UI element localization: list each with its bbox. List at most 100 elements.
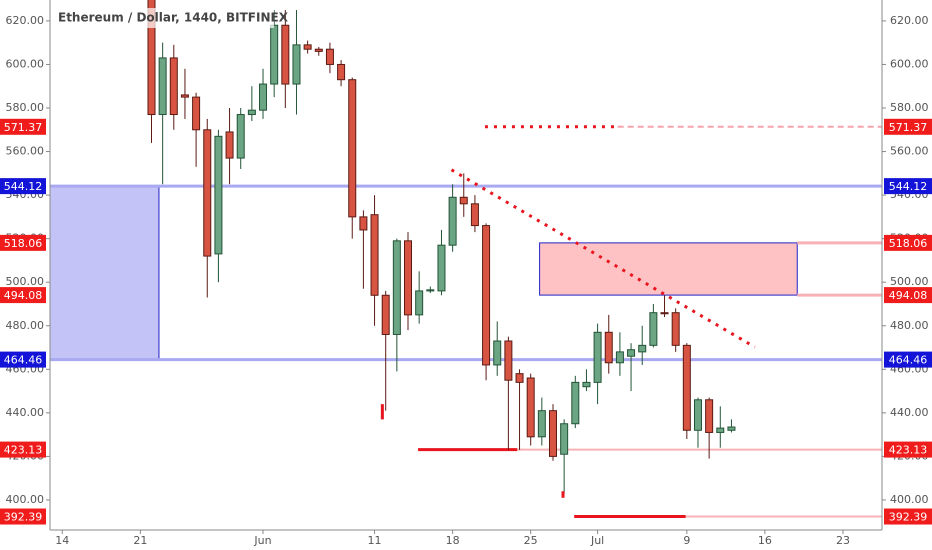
price-label-bg [0, 351, 46, 368]
price-label: 544.12 [4, 180, 43, 193]
price-label: 518.06 [4, 237, 43, 250]
candle-body [158, 57, 167, 116]
candle-body [537, 410, 546, 438]
candle-body [404, 240, 413, 316]
x-tick-label: 14 [55, 534, 69, 547]
candle-body [705, 399, 714, 433]
y-tick-label: 500.00 [890, 275, 929, 288]
candle-body [415, 290, 424, 316]
candle-body [649, 312, 658, 346]
price-label-bg [884, 234, 932, 251]
candle-body [448, 196, 457, 246]
y-tick-label: 580.00 [890, 101, 929, 114]
price-label: 571.37 [4, 121, 43, 134]
price-label-bg [0, 508, 46, 525]
price-label: 544.12 [889, 180, 928, 193]
price-label: 571.37 [889, 121, 928, 134]
x-tick-label: 21 [133, 534, 147, 547]
candle-body [615, 351, 624, 364]
y-tick-label: 400.00 [6, 493, 45, 506]
candle-body [247, 109, 256, 116]
price-label-bg [884, 508, 932, 525]
candle-body [292, 44, 301, 85]
price-label: 423.13 [4, 444, 43, 457]
candle-body [281, 24, 290, 85]
y-tick-label: 620.00 [890, 14, 929, 27]
candle-body [470, 203, 479, 227]
y-tick-label: 620.00 [6, 14, 45, 27]
price-label: 494.08 [4, 289, 43, 302]
price-label-bg [0, 234, 46, 251]
title-bg [54, 8, 274, 28]
price-label-bg [884, 441, 932, 458]
candle-body [381, 294, 390, 335]
candle-body [225, 131, 234, 159]
x-tick-label: 25 [524, 534, 538, 547]
candle-body [660, 312, 669, 315]
price-label: 464.46 [889, 354, 928, 367]
candle-body [192, 96, 201, 131]
y-tick-label: 400.00 [890, 493, 929, 506]
candle-body [359, 216, 368, 231]
candle-body [560, 423, 569, 455]
x-tick-label: Jul [590, 534, 604, 547]
y-tick-label: 440.00 [6, 406, 45, 419]
candle-body [682, 344, 691, 431]
y-tick-label: 480.00 [6, 319, 45, 332]
price-label: 392.39 [889, 511, 928, 524]
candle-body [370, 214, 379, 296]
candle-body [459, 196, 468, 205]
candle-body [526, 377, 535, 438]
candle-body [627, 349, 636, 357]
candle-body [671, 312, 680, 346]
candle-body [604, 331, 613, 364]
price-label-bg [884, 351, 932, 368]
y-tick-label: 560.00 [890, 145, 929, 158]
candle-body [169, 57, 178, 116]
price-label-bg [884, 118, 932, 135]
candle-body [147, 0, 156, 116]
y-tick-label: 560.00 [6, 145, 45, 158]
candle-body [426, 289, 435, 292]
candle-body [325, 48, 334, 65]
candle-body [693, 399, 702, 431]
candle-body [348, 79, 357, 218]
price-label: 464.46 [4, 354, 43, 367]
price-label-bg [0, 178, 46, 195]
x-tick-label: Jun [253, 534, 271, 547]
candle-body [504, 340, 513, 381]
candle-body [259, 83, 268, 111]
candle-body [493, 340, 502, 366]
candle-body [638, 344, 647, 353]
candle-body [180, 94, 189, 98]
x-tick-label: 11 [368, 534, 382, 547]
chart-title: Ethereum / Dollar, 1440, BITFINEX [58, 11, 289, 25]
candle-body [270, 24, 279, 85]
candle-body [593, 331, 602, 383]
candle-body [571, 381, 580, 425]
candle-body [582, 381, 591, 388]
candle-body [303, 44, 312, 50]
candle-body [392, 240, 401, 335]
y-tick-label: 480.00 [890, 319, 929, 332]
price-label: 518.06 [889, 237, 928, 250]
price-label: 494.08 [889, 289, 928, 302]
x-tick-label: 18 [446, 534, 460, 547]
y-tick-label: 500.00 [6, 275, 45, 288]
price-label: 423.13 [889, 444, 928, 457]
candle-body [716, 427, 725, 433]
candle-body [548, 410, 557, 457]
candle-body [214, 135, 223, 255]
candle-body [482, 225, 491, 366]
price-label-bg [0, 287, 46, 304]
x-tick-label: 9 [683, 534, 690, 547]
x-tick-label: 23 [836, 534, 850, 547]
candle-body [437, 244, 446, 292]
price-label-bg [0, 441, 46, 458]
y-tick-label: 440.00 [890, 406, 929, 419]
price-label-bg [884, 178, 932, 195]
candle-body [236, 114, 245, 159]
x-tick-label: 16 [758, 534, 772, 547]
